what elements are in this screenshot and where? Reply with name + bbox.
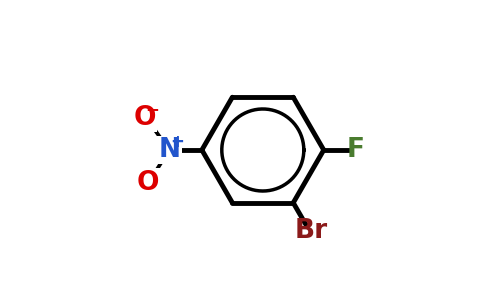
Text: O: O [136,170,159,196]
Text: N: N [158,137,180,163]
Text: −: − [146,100,159,118]
Text: O: O [133,105,156,131]
Text: +: + [170,133,184,151]
Text: Br: Br [295,218,328,244]
Text: F: F [347,137,364,163]
